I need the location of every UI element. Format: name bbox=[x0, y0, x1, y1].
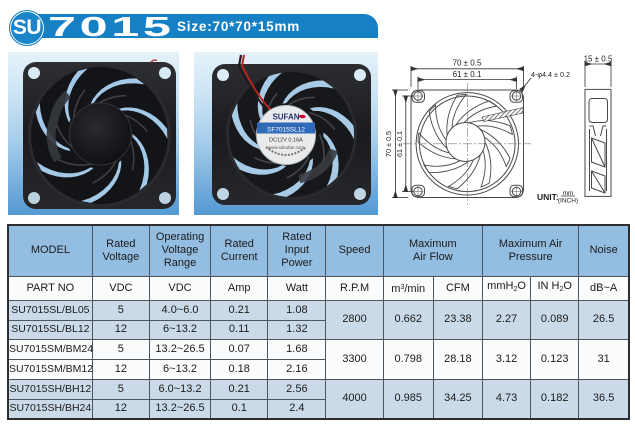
svg-text:15 ± 0.5: 15 ± 0.5 bbox=[584, 55, 613, 64]
svg-text:61 ± 0.1: 61 ± 0.1 bbox=[395, 131, 404, 157]
svg-text:70 ± 0.5: 70 ± 0.5 bbox=[385, 131, 393, 157]
svg-text:DC12V 0.16A: DC12V 0.16A bbox=[269, 138, 303, 144]
svg-text:UNIT:: UNIT: bbox=[537, 192, 559, 202]
svg-text:www.sdsufan.com: www.sdsufan.com bbox=[268, 145, 305, 150]
svg-text:(INCH): (INCH) bbox=[558, 198, 578, 205]
svg-text:70 ± 0.5: 70 ± 0.5 bbox=[453, 59, 482, 68]
svg-text:SUFAN: SUFAN bbox=[272, 113, 299, 122]
svg-text:mm: mm bbox=[563, 190, 574, 197]
svg-text:61 ± 0.1: 61 ± 0.1 bbox=[453, 70, 482, 79]
svg-text:4-φ4.4 ± 0.2: 4-φ4.4 ± 0.2 bbox=[531, 70, 570, 79]
svg-text:SF7015SL12: SF7015SL12 bbox=[267, 127, 305, 134]
